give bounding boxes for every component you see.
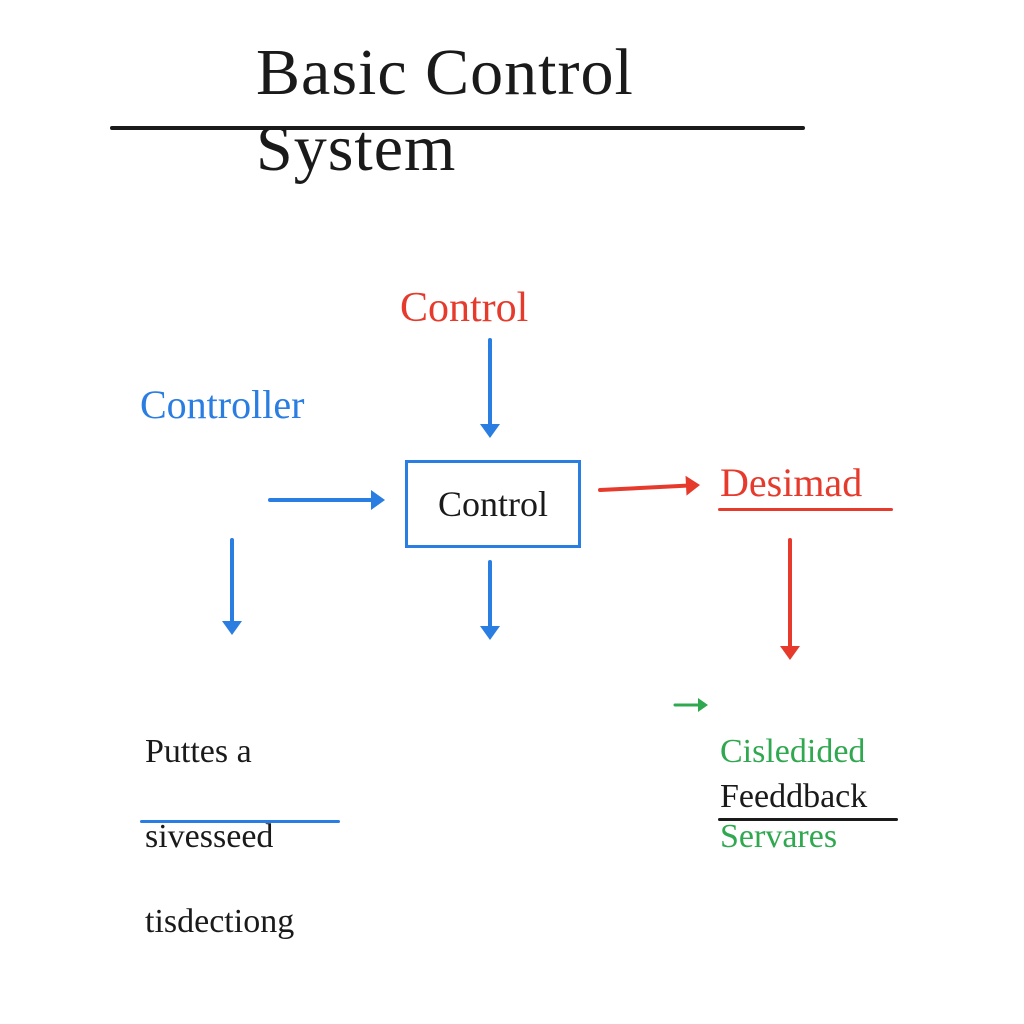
arrows-layer [0,0,1024,1024]
diagram-canvas: Basic Control System Control Controller … [0,0,1024,1024]
desimad-down-head [780,646,800,660]
controller-right-head [371,490,385,510]
control-top-down-head [480,424,500,438]
to-cisledided-head [698,698,708,712]
box-down-head [480,626,500,640]
box-right-to-desimad-head [686,476,700,496]
box-right-to-desimad [600,485,692,490]
controller-down-head [222,621,242,635]
